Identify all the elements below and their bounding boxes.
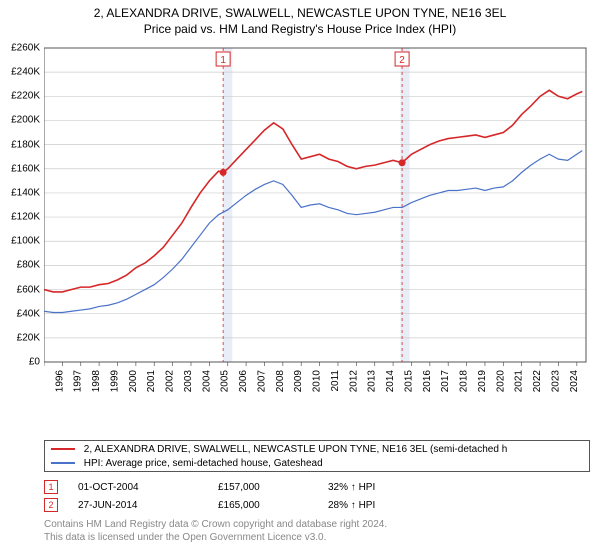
y-tick-label: £220K bbox=[11, 91, 40, 102]
y-tick-label: £260K bbox=[11, 43, 40, 54]
svg-text:1997: 1997 bbox=[73, 370, 84, 393]
svg-text:2013: 2013 bbox=[367, 370, 378, 393]
chart-title-line1: 2, ALEXANDRA DRIVE, SWALWELL, NEWCASTLE … bbox=[0, 6, 600, 20]
svg-text:2004: 2004 bbox=[201, 370, 212, 393]
svg-text:2008: 2008 bbox=[275, 370, 286, 393]
svg-text:1998: 1998 bbox=[91, 370, 102, 393]
sale-date: 27-JUN-2014 bbox=[78, 500, 218, 511]
svg-text:2011: 2011 bbox=[330, 370, 341, 392]
y-tick-label: £160K bbox=[11, 163, 40, 174]
sale-marker-icon: 1 bbox=[44, 480, 58, 494]
legend-swatch bbox=[51, 462, 75, 464]
svg-text:2020: 2020 bbox=[495, 370, 506, 393]
legend-item-hpi: HPI: Average price, semi-detached house,… bbox=[51, 457, 583, 471]
legend-item-price-paid: 2, ALEXANDRA DRIVE, SWALWELL, NEWCASTLE … bbox=[51, 443, 583, 457]
svg-text:1996: 1996 bbox=[54, 370, 65, 393]
svg-text:2024: 2024 bbox=[569, 370, 580, 393]
svg-text:2007: 2007 bbox=[256, 370, 267, 393]
y-tick-label: £40K bbox=[17, 308, 40, 319]
svg-text:1999: 1999 bbox=[109, 370, 120, 393]
sale-price: £157,000 bbox=[218, 482, 328, 493]
sale-row: 2 27-JUN-2014 £165,000 28% ↑ HPI bbox=[44, 496, 590, 514]
sale-marker-icon: 2 bbox=[44, 498, 58, 512]
svg-text:2015: 2015 bbox=[403, 370, 414, 393]
y-tick-label: £240K bbox=[11, 67, 40, 78]
sales-table: 1 01-OCT-2004 £157,000 32% ↑ HPI 2 27-JU… bbox=[44, 478, 590, 514]
y-tick-label: £140K bbox=[11, 187, 40, 198]
y-tick-label: £100K bbox=[11, 236, 40, 247]
svg-text:2: 2 bbox=[399, 55, 405, 66]
sale-delta: 32% ↑ HPI bbox=[328, 482, 375, 493]
y-tick-label: £200K bbox=[11, 115, 40, 126]
svg-text:2003: 2003 bbox=[183, 370, 194, 393]
svg-text:2002: 2002 bbox=[165, 370, 176, 393]
sale-price: £165,000 bbox=[218, 500, 328, 511]
footer-line1: Contains HM Land Registry data © Crown c… bbox=[44, 518, 387, 531]
legend-label: HPI: Average price, semi-detached house,… bbox=[84, 458, 323, 469]
chart-title-line2: Price paid vs. HM Land Registry's House … bbox=[0, 22, 600, 36]
svg-text:2010: 2010 bbox=[312, 370, 323, 393]
svg-text:2018: 2018 bbox=[459, 370, 470, 393]
y-tick-label: £0 bbox=[29, 357, 40, 368]
svg-text:2016: 2016 bbox=[422, 370, 433, 393]
svg-text:2022: 2022 bbox=[532, 370, 543, 393]
svg-text:1995: 1995 bbox=[44, 370, 47, 393]
svg-text:2006: 2006 bbox=[238, 370, 249, 393]
footer: Contains HM Land Registry data © Crown c… bbox=[44, 518, 387, 544]
y-tick-label: £20K bbox=[17, 332, 40, 343]
svg-text:2019: 2019 bbox=[477, 370, 488, 393]
chart: 1 2 1995 1996 1997 1998 1999 2000 2001 2002 2003 20… bbox=[44, 44, 590, 404]
legend-swatch bbox=[51, 448, 75, 450]
legend: 2, ALEXANDRA DRIVE, SWALWELL, NEWCASTLE … bbox=[44, 440, 590, 472]
svg-text:2000: 2000 bbox=[128, 370, 139, 393]
legend-label: 2, ALEXANDRA DRIVE, SWALWELL, NEWCASTLE … bbox=[84, 444, 507, 455]
sale-delta: 28% ↑ HPI bbox=[328, 500, 375, 511]
svg-text:2009: 2009 bbox=[293, 370, 304, 393]
svg-text:2023: 2023 bbox=[550, 370, 561, 393]
svg-text:2014: 2014 bbox=[385, 370, 396, 393]
svg-text:2012: 2012 bbox=[348, 370, 359, 393]
sale-row: 1 01-OCT-2004 £157,000 32% ↑ HPI bbox=[44, 478, 590, 496]
svg-text:2001: 2001 bbox=[146, 370, 157, 393]
y-tick-label: £60K bbox=[17, 284, 40, 295]
footer-line2: This data is licensed under the Open Gov… bbox=[44, 531, 387, 544]
y-tick-label: £180K bbox=[11, 139, 40, 150]
svg-text:1: 1 bbox=[220, 55, 226, 66]
y-tick-label: £120K bbox=[11, 212, 40, 223]
svg-text:2017: 2017 bbox=[440, 370, 451, 393]
svg-text:2021: 2021 bbox=[514, 370, 525, 393]
y-tick-label: £80K bbox=[17, 260, 40, 271]
sale-date: 01-OCT-2004 bbox=[78, 482, 218, 493]
svg-text:2005: 2005 bbox=[220, 370, 231, 393]
